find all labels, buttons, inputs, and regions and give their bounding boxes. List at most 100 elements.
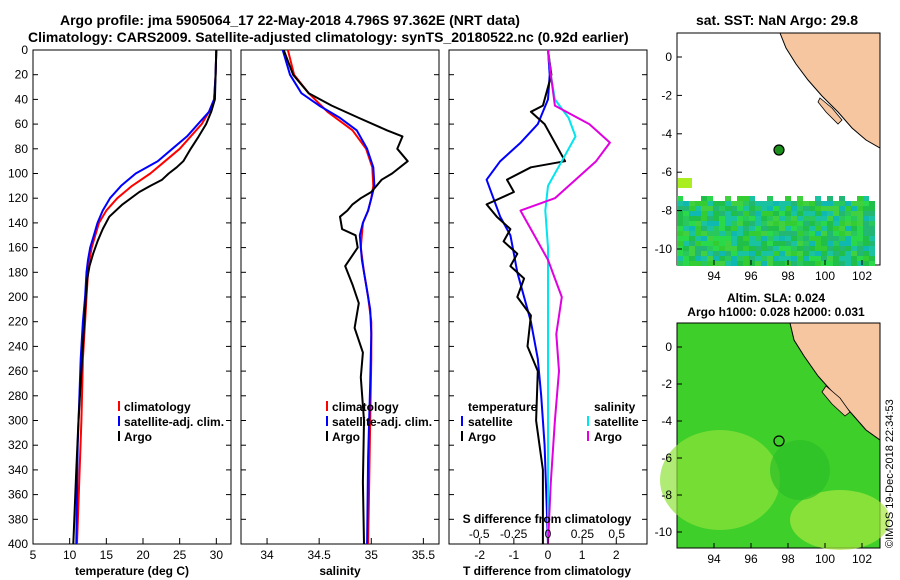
sst-cell — [827, 246, 833, 251]
sst-cell — [827, 236, 833, 241]
sst-cell — [749, 231, 755, 236]
sst-cell — [743, 256, 749, 261]
sst-cell — [821, 216, 827, 221]
sst-cell — [851, 256, 857, 261]
depth-tick-label: 240 — [8, 339, 28, 353]
sst-cell — [737, 241, 743, 246]
sst-cell — [863, 251, 869, 256]
sst-cell — [833, 251, 839, 256]
sst-cell — [815, 246, 821, 251]
sst-cell — [677, 251, 683, 256]
sst-cell — [827, 221, 833, 226]
legend-t-satellite: satellite — [468, 415, 513, 429]
sst-cell — [797, 261, 803, 266]
sst-cell — [719, 216, 725, 221]
sst-cell — [827, 256, 833, 261]
sst-map-title: sat. SST: NaN Argo: 29.8 — [696, 12, 858, 28]
sst-cell — [797, 196, 803, 201]
sst-cell — [689, 241, 695, 246]
sst-cell — [773, 221, 779, 226]
x-tick-label: 5 — [30, 548, 37, 562]
sst-cell — [809, 216, 815, 221]
sla-patch — [770, 440, 830, 500]
sst-cell — [779, 236, 785, 241]
sst-cell — [707, 201, 713, 206]
sst-cell — [761, 216, 767, 221]
sst-cell — [755, 241, 761, 246]
sst-cell — [827, 231, 833, 236]
s-diff-tick-label: -0.25 — [500, 527, 528, 541]
sst-cell — [833, 211, 839, 216]
sst-cell — [863, 231, 869, 236]
series-argo — [72, 49, 218, 545]
sst-cell — [767, 256, 773, 261]
sst-cell — [755, 231, 761, 236]
sst-cell — [743, 246, 749, 251]
sst-cell — [773, 226, 779, 231]
sst-cell — [821, 256, 827, 261]
sst-cell — [797, 211, 803, 216]
sst-cell — [767, 221, 773, 226]
sst-cell — [833, 201, 839, 206]
sst-cell — [689, 211, 695, 216]
sst-cell — [677, 256, 683, 261]
x-tick-label: -2 — [474, 548, 485, 562]
legend-s-satellite: satellite — [594, 415, 639, 429]
sst-cell — [857, 261, 863, 266]
sst-cell — [815, 221, 821, 226]
legend-s-argo: Argo — [594, 430, 622, 444]
sst-cell — [809, 246, 815, 251]
sst-cell — [803, 221, 809, 226]
sst-cell — [851, 231, 857, 236]
map-y-tick-label: -8 — [661, 488, 672, 502]
sst-cell — [737, 251, 743, 256]
sst-cell — [797, 221, 803, 226]
sst-cell — [773, 236, 779, 241]
sla-map: Altim. SLA: 0.024 Argo h1000: 0.028 h200… — [655, 291, 890, 566]
sst-cell — [743, 221, 749, 226]
x-tick-label: 34 — [260, 548, 274, 562]
depth-tick-label: 20 — [15, 68, 29, 82]
sst-cell — [701, 236, 707, 241]
sst-cell — [869, 201, 875, 206]
sst-cell — [755, 261, 761, 266]
sst-cell — [791, 241, 797, 246]
sst-cell — [677, 261, 683, 266]
sst-cell — [773, 261, 779, 266]
map-y-tick-label: -10 — [655, 525, 673, 539]
sst-cell — [689, 201, 695, 206]
sst-cell — [785, 196, 791, 201]
difference-panel: -2 -1 0 1 2 -0.5 -0.25 0 0.25 0.5 T difference fr… — [448, 49, 648, 578]
sst-cell — [701, 246, 707, 251]
sst-cell — [737, 201, 743, 206]
sst-cell — [803, 211, 809, 216]
depth-tick-label: 100 — [8, 167, 28, 181]
sst-cell — [767, 241, 773, 246]
sst-cell — [821, 221, 827, 226]
sst-cell — [803, 251, 809, 256]
sst-cell — [737, 261, 743, 266]
sst-cell — [737, 246, 743, 251]
temperature-legend-satellite: satellite-adj. clim. — [124, 415, 224, 429]
difference-top-label: S difference from climatology — [463, 512, 632, 526]
sst-cell — [857, 201, 863, 206]
sst-cell — [731, 201, 737, 206]
depth-tick-label: 340 — [8, 463, 28, 477]
temperature-panel: 5 10 15 20 25 30 0 20 40 60 80 100 120 140 160 180 200 2… — [8, 43, 232, 578]
sst-cell — [785, 241, 791, 246]
sst-cell — [719, 221, 725, 226]
sst-cell — [839, 241, 845, 246]
depth-tick-label: 380 — [8, 512, 28, 526]
map-x-tick-label: 98 — [781, 269, 795, 283]
sst-cell — [797, 231, 803, 236]
sst-cell — [821, 251, 827, 256]
sst-cell — [749, 241, 755, 246]
sst-cell — [767, 206, 773, 211]
sst-cell — [833, 216, 839, 221]
sst-cell — [725, 206, 731, 211]
sst-cell — [725, 221, 731, 226]
sst-cell — [761, 251, 767, 256]
salinity-panel: 34 34.5 35 35.5 salinity climatology satell… — [240, 49, 440, 578]
sst-cell — [851, 201, 857, 206]
sst-cell — [731, 206, 737, 211]
